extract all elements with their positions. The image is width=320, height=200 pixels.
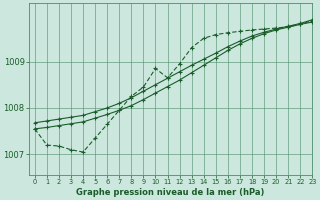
X-axis label: Graphe pression niveau de la mer (hPa): Graphe pression niveau de la mer (hPa) <box>76 188 265 197</box>
